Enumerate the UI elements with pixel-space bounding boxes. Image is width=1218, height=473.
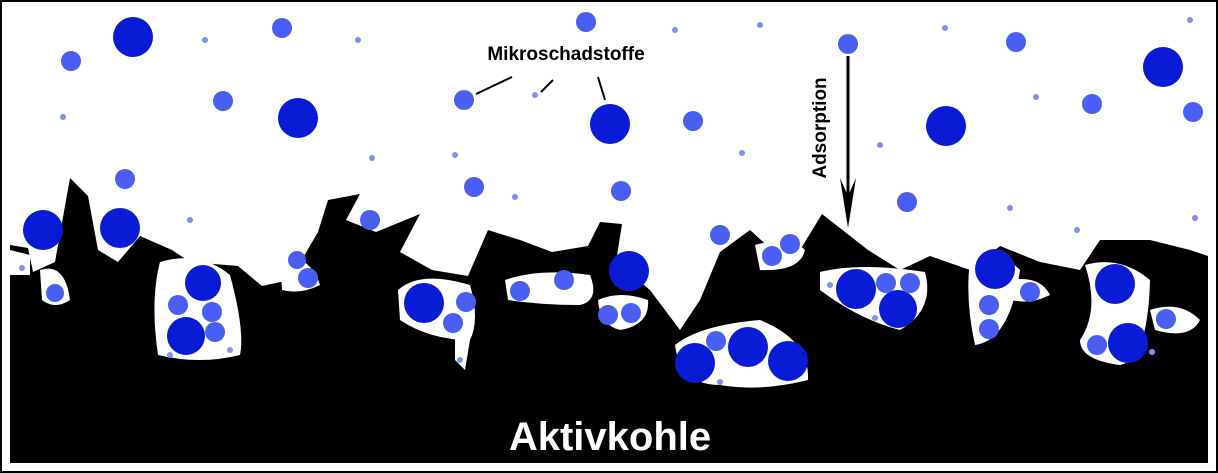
particle — [60, 114, 66, 120]
particle — [167, 352, 173, 358]
particle — [1007, 205, 1013, 211]
particle — [611, 181, 631, 201]
particle — [836, 269, 876, 309]
particle — [454, 90, 474, 110]
particle — [739, 150, 745, 156]
particle — [1095, 264, 1135, 304]
particle — [298, 268, 318, 288]
particle — [975, 249, 1015, 289]
particle — [1192, 215, 1198, 221]
particle — [609, 251, 649, 291]
particle — [554, 270, 574, 290]
particle — [202, 302, 222, 322]
particle — [672, 27, 678, 33]
particle — [1006, 32, 1026, 52]
particle — [838, 34, 858, 54]
particle — [46, 284, 64, 302]
particle — [598, 305, 618, 325]
particle — [827, 282, 833, 288]
particle — [1143, 47, 1183, 87]
diagram: Mikroschadstoffe Adsorption Aktivkohle — [0, 0, 1218, 473]
particle — [227, 347, 233, 353]
particle — [457, 357, 463, 363]
page: Mikroschadstoffe Adsorption Aktivkohle (… — [0, 0, 1218, 473]
particle — [510, 281, 530, 301]
particle — [1108, 323, 1148, 363]
particle — [926, 106, 966, 146]
material-label: Aktivkohle — [509, 415, 711, 459]
particle — [897, 192, 917, 212]
particle — [621, 303, 641, 323]
particle — [355, 37, 361, 43]
particle — [532, 92, 538, 98]
particle — [278, 98, 318, 138]
particle — [1156, 309, 1176, 329]
particle — [780, 234, 800, 254]
particle — [1183, 102, 1203, 122]
particle — [185, 265, 221, 301]
particle — [717, 379, 723, 385]
particle — [360, 210, 380, 230]
particle — [464, 177, 484, 197]
particle — [979, 319, 999, 339]
particle — [1074, 227, 1080, 233]
particle — [202, 37, 208, 43]
particle — [979, 295, 999, 315]
particle — [443, 313, 463, 333]
particle — [675, 343, 715, 383]
particle — [452, 152, 458, 158]
particle — [288, 251, 306, 269]
particle — [113, 17, 153, 57]
particle — [1020, 282, 1040, 302]
particle — [1082, 94, 1102, 114]
particle — [900, 273, 920, 293]
particle — [872, 315, 878, 321]
pollutants-label: Mikroschadstoffe — [487, 44, 644, 65]
particle — [404, 283, 444, 323]
particle — [1187, 17, 1193, 23]
particle — [456, 292, 476, 312]
particle — [168, 295, 188, 315]
process-label: Adsorption — [810, 77, 831, 178]
particle — [706, 331, 726, 351]
particle — [757, 22, 763, 28]
particle — [19, 265, 25, 271]
particle — [762, 246, 782, 266]
particle — [683, 111, 703, 131]
particle — [1033, 94, 1039, 100]
particle — [590, 104, 630, 144]
particle — [213, 91, 233, 111]
particle — [876, 273, 896, 293]
particle — [369, 155, 375, 161]
particle — [23, 210, 63, 250]
particle — [1087, 335, 1107, 355]
particle — [576, 12, 596, 32]
particle — [205, 322, 225, 342]
particle — [942, 25, 948, 31]
particle — [728, 327, 768, 367]
particle — [877, 142, 883, 148]
particle — [115, 169, 135, 189]
particle — [167, 317, 205, 355]
particle — [272, 18, 292, 38]
particle — [1149, 349, 1155, 355]
particle — [100, 208, 140, 248]
particle — [61, 51, 81, 71]
particle — [879, 290, 917, 328]
particle — [710, 225, 730, 245]
particle — [512, 194, 518, 200]
particle — [768, 341, 808, 381]
particle — [187, 217, 193, 223]
